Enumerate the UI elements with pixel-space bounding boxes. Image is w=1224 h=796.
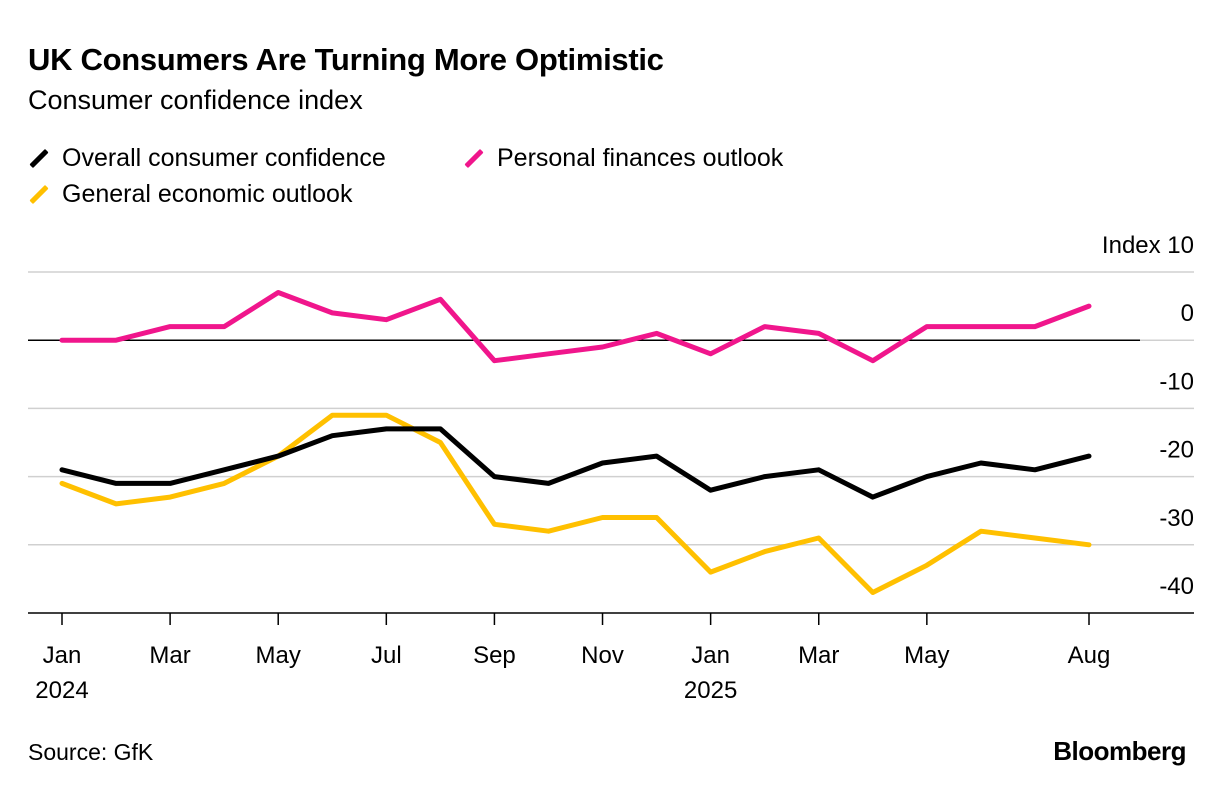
source-note: Source: GfK [28, 739, 154, 765]
x-tick-label: Jul [371, 642, 402, 669]
x-tick-label: Aug [1068, 642, 1111, 669]
legend-label: Overall consumer confidence [62, 144, 386, 172]
x-tick-label: Jan [691, 642, 730, 669]
legend-item-general: General economic outlook [28, 180, 352, 209]
y-tick-label: 0 [1181, 300, 1194, 327]
legend-label: General economic outlook [62, 180, 353, 208]
chart-title: UK Consumers Are Turning More Optimistic [28, 42, 664, 77]
x-tick-label: Jan [43, 642, 82, 669]
series-line-general-economic-outlook [59, 412, 1092, 595]
series-line-personal-finances-outlook [59, 290, 1092, 364]
x-tick-label: May [256, 642, 301, 669]
x-tick-label: Mar [149, 642, 190, 669]
y-tick-label: Index 10 [1102, 232, 1194, 259]
x-tick-year: 2025 [684, 677, 737, 704]
legend-item-overall: Overall consumer confidence [28, 144, 386, 173]
x-tick-label: Sep [473, 642, 516, 669]
chart-subtitle: Consumer confidence index [28, 85, 363, 115]
y-tick-label: -30 [1159, 505, 1194, 532]
legend-label: Personal finances outlook [497, 144, 784, 172]
x-tick-label: Mar [798, 642, 839, 669]
x-tick-label: Nov [581, 642, 624, 669]
legend-item-personal: Personal finances outlook [463, 144, 783, 173]
bloomberg-logo: Bloomberg [1053, 736, 1186, 766]
x-tick-label: May [904, 642, 949, 669]
y-tick-label: -20 [1159, 437, 1194, 464]
y-tick-label: -40 [1159, 573, 1194, 600]
x-tick-year: 2024 [35, 677, 88, 704]
series-line-overall-consumer-confidence [59, 426, 1092, 500]
y-tick-label: -10 [1159, 368, 1194, 395]
